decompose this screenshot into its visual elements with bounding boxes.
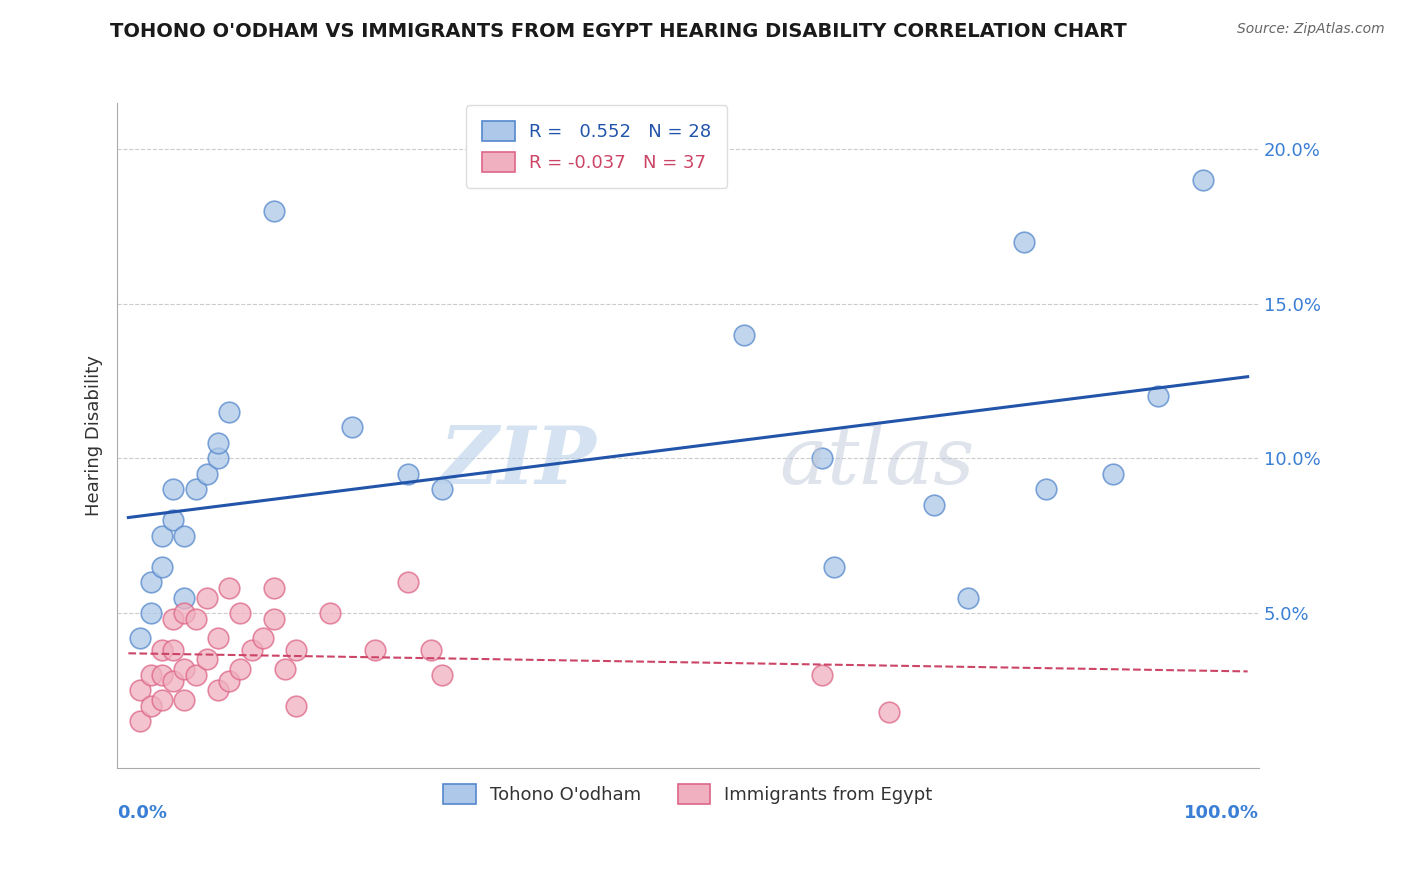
Point [396,575,419,590]
Point [173,606,195,620]
Point [162,674,184,689]
Point [419,643,441,657]
Point [207,451,229,466]
Point [195,591,218,605]
Point [823,559,845,574]
Point [430,482,453,496]
Point [207,435,229,450]
Point [184,668,207,682]
Point [162,612,184,626]
Point [285,698,308,713]
Legend: Tohono O'odham, Immigrants from Egypt: Tohono O'odham, Immigrants from Egypt [429,770,948,819]
Point [263,203,285,218]
Point [319,606,342,620]
Point [240,643,263,657]
Point [218,581,240,595]
Point [173,662,195,676]
Point [430,668,453,682]
Point [184,612,207,626]
Y-axis label: Hearing Disability: Hearing Disability [86,355,103,516]
Text: TOHONO O'ODHAM VS IMMIGRANTS FROM EGYPT HEARING DISABILITY CORRELATION CHART: TOHONO O'ODHAM VS IMMIGRANTS FROM EGYPT … [110,22,1128,41]
Point [162,513,184,527]
Point [1192,173,1215,187]
Point [139,698,162,713]
Point [207,683,229,698]
Point [195,652,218,666]
Point [263,612,285,626]
Point [811,451,834,466]
Point [195,467,218,481]
Point [150,559,173,574]
Point [263,581,285,595]
Point [128,631,150,645]
Point [733,327,755,342]
Point [218,405,240,419]
Point [1035,482,1057,496]
Point [150,668,173,682]
Text: Source: ZipAtlas.com: Source: ZipAtlas.com [1237,22,1385,37]
Point [879,705,901,719]
Point [285,643,308,657]
Point [173,529,195,543]
Point [173,692,195,706]
Point [150,692,173,706]
Point [1012,235,1035,249]
Text: atlas: atlas [779,423,974,500]
Point [229,606,252,620]
Point [139,668,162,682]
Point [128,714,150,729]
Point [150,643,173,657]
Point [162,482,184,496]
Point [363,643,385,657]
Point [252,631,274,645]
Text: 0.0%: 0.0% [117,805,167,822]
Text: ZIP: ZIP [440,423,596,500]
Point [342,420,364,434]
Point [173,591,195,605]
Text: 100.0%: 100.0% [1184,805,1258,822]
Point [396,467,419,481]
Point [128,683,150,698]
Point [956,591,979,605]
Point [1102,467,1125,481]
Point [162,643,184,657]
Point [274,662,297,676]
Point [229,662,252,676]
Point [218,674,240,689]
Point [1147,389,1170,403]
Point [139,606,162,620]
Point [207,631,229,645]
Point [922,498,945,512]
Point [184,482,207,496]
Point [139,575,162,590]
Point [811,668,834,682]
Point [150,529,173,543]
